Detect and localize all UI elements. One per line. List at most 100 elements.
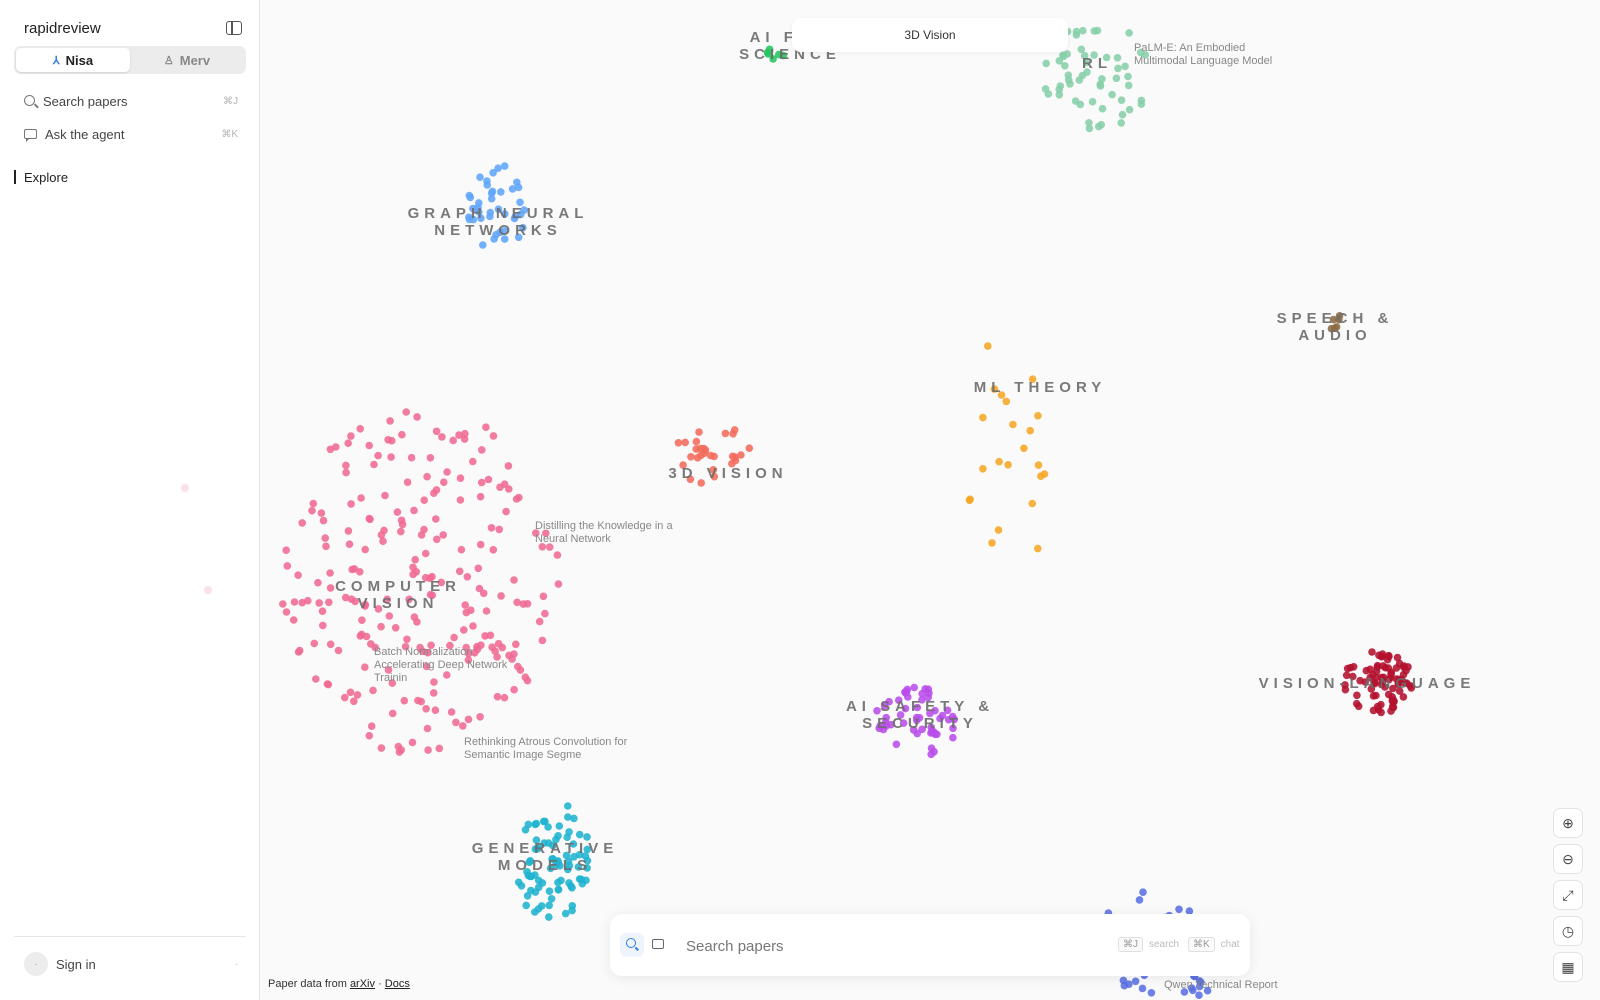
paper-point[interactable]	[279, 600, 287, 608]
paper-point[interactable]	[298, 519, 307, 527]
paper-point[interactable]	[426, 454, 435, 462]
paper-point[interactable]	[997, 391, 1006, 399]
paper-point[interactable]	[428, 572, 436, 581]
paper-point[interactable]	[341, 593, 350, 602]
sidebar-toggle-icon[interactable]	[226, 21, 242, 35]
paper-point[interactable]	[496, 483, 504, 492]
paper-title-label[interactable]: Multimodal Language Model	[1134, 55, 1272, 67]
paper-point[interactable]	[524, 820, 533, 829]
paper-point[interactable]	[1395, 659, 1404, 668]
paper-point[interactable]	[326, 640, 335, 649]
paper-point[interactable]	[1384, 664, 1393, 672]
paper-point[interactable]	[384, 666, 393, 674]
paper-point[interactable]	[1112, 74, 1121, 83]
paper-point[interactable]	[1341, 681, 1349, 689]
paper-point[interactable]	[1079, 26, 1087, 35]
paper-point[interactable]	[486, 208, 495, 217]
cluster-label[interactable]: ML THEORY	[974, 379, 1107, 396]
paper-point[interactable]	[460, 626, 468, 634]
paper-point[interactable]	[568, 884, 576, 892]
paper-point[interactable]	[443, 468, 451, 476]
paper-point[interactable]	[512, 640, 520, 649]
paper-point[interactable]	[344, 439, 353, 448]
paper-point[interactable]	[1389, 684, 1397, 693]
paper-point[interactable]	[538, 879, 547, 887]
paper-point[interactable]	[540, 839, 548, 847]
paper-point[interactable]	[779, 51, 788, 60]
paper-point[interactable]	[1117, 96, 1126, 104]
paper-point[interactable]	[918, 725, 926, 734]
paper-point[interactable]	[1124, 81, 1133, 90]
paper-point[interactable]	[326, 584, 335, 592]
cluster-label[interactable]: COMPUTER	[335, 578, 461, 595]
paper-point[interactable]	[326, 569, 334, 577]
zoom-out-button[interactable]: ⊖	[1553, 844, 1583, 874]
paper-point[interactable]	[381, 491, 389, 500]
paper-point[interactable]	[491, 647, 499, 655]
paper-point[interactable]	[1402, 666, 1410, 675]
paper-point[interactable]	[410, 506, 418, 515]
paper-point[interactable]	[489, 169, 497, 177]
cluster-label[interactable]: MODELS	[498, 857, 592, 874]
paper-point[interactable]	[487, 194, 496, 203]
paper-point[interactable]	[687, 453, 695, 461]
paper-point[interactable]	[979, 465, 987, 473]
paper-point[interactable]	[545, 913, 553, 921]
paper-point[interactable]	[729, 430, 737, 438]
paper-point[interactable]	[990, 385, 999, 393]
paper-point[interactable]	[1082, 58, 1091, 67]
paper-point[interactable]	[435, 744, 444, 753]
paper-point[interactable]	[365, 731, 374, 740]
paper-point[interactable]	[523, 600, 532, 608]
paper-point[interactable]	[439, 531, 448, 539]
paper-point[interactable]	[497, 592, 505, 600]
paper-point[interactable]	[1377, 673, 1386, 682]
paper-title-label[interactable]: Qwen Technical Report	[1164, 979, 1278, 991]
paper-point[interactable]	[488, 187, 497, 196]
paper-point[interactable]	[391, 624, 400, 632]
paper-point[interactable]	[554, 878, 562, 887]
paper-point[interactable]	[408, 738, 417, 747]
paper-point[interactable]	[489, 432, 498, 440]
paper-point[interactable]	[1187, 984, 1196, 992]
paper-point[interactable]	[1372, 691, 1380, 700]
paper-point[interactable]	[369, 686, 377, 695]
paper-point[interactable]	[531, 871, 539, 879]
paper-point[interactable]	[1059, 51, 1067, 60]
paper-point[interactable]	[403, 635, 411, 644]
paper-point[interactable]	[500, 235, 509, 243]
paper-point[interactable]	[1090, 51, 1098, 59]
paper-point[interactable]	[319, 621, 327, 630]
paper-point[interactable]	[532, 819, 541, 828]
paper-point[interactable]	[290, 598, 299, 606]
paper-point[interactable]	[457, 545, 466, 554]
paper-point[interactable]	[583, 845, 592, 854]
paper-point[interactable]	[395, 748, 404, 756]
cluster-label[interactable]: 3D VISION	[668, 465, 787, 482]
paper-point[interactable]	[459, 722, 467, 730]
paper-title-label[interactable]: PaLM-E: An Embodied	[1134, 42, 1245, 54]
paper-point[interactable]	[1383, 655, 1392, 664]
paper-point[interactable]	[544, 823, 552, 831]
paper-point[interactable]	[1381, 683, 1389, 691]
paper-point[interactable]	[447, 708, 456, 716]
sign-in-button[interactable]: · Sign in ·	[24, 952, 238, 976]
paper-point[interactable]	[1034, 544, 1042, 553]
paper-title-label[interactable]: Trainin	[374, 672, 407, 684]
paper-point[interactable]	[386, 417, 394, 425]
paper-point[interactable]	[400, 696, 409, 705]
paper-point[interactable]	[538, 543, 547, 551]
paper-point[interactable]	[728, 459, 736, 468]
paper-point[interactable]	[432, 515, 440, 523]
paper-point[interactable]	[319, 516, 328, 525]
paper-point[interactable]	[508, 185, 517, 193]
paper-point[interactable]	[294, 648, 303, 656]
paper-point[interactable]	[511, 212, 520, 221]
paper-point[interactable]	[1088, 97, 1097, 106]
paper-point[interactable]	[365, 514, 374, 523]
paper-point[interactable]	[554, 580, 563, 588]
paper-point[interactable]	[379, 537, 387, 545]
paper-point[interactable]	[765, 45, 774, 54]
paper-point[interactable]	[282, 546, 291, 554]
paper-point[interactable]	[464, 715, 473, 724]
